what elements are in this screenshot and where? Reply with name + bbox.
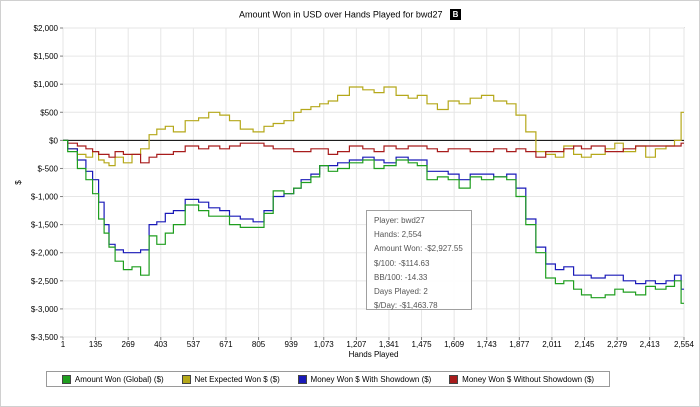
y-tick-label: $-1,000 [31, 193, 59, 202]
x-tick-label: 537 [187, 340, 201, 349]
legend-swatch [61, 374, 71, 384]
x-tick-label: 1,207 [346, 340, 367, 349]
legend-label: Net Expected Won $ ($) [194, 374, 280, 384]
y-tick-label: $0 [49, 136, 58, 145]
y-tick-label: $-3,500 [31, 333, 59, 342]
x-axis-label: Hands Played [349, 350, 399, 359]
y-tick-label: $-2,500 [31, 277, 59, 286]
x-tick-label: 2,011 [542, 340, 562, 349]
stat-player: Player: bwd27 [374, 216, 425, 225]
x-tick-label: 805 [252, 340, 266, 349]
chart-title-text: Amount Won in USD over Hands Played for … [239, 9, 443, 20]
legend-item-amount-won[interactable]: Amount Won (Global) ($) [61, 374, 164, 384]
x-tick-label: 1 [61, 340, 66, 349]
legend-item-without-showdown[interactable]: Money Won $ Without Showdown ($) [449, 374, 595, 384]
y-tick-label: $-3,000 [31, 305, 59, 314]
stat-per-day: $/Day: -$1,463.78 [374, 301, 438, 311]
series-line-2 [63, 139, 684, 290]
series-line-1 [63, 86, 684, 167]
stat-per-100: $/100: -$114.63 [374, 258, 430, 268]
x-tick-label: 1,877 [509, 340, 530, 349]
series-line-3 [63, 139, 684, 164]
x-tick-label: 1,609 [444, 340, 465, 349]
legend-item-net-expected[interactable]: Net Expected Won $ ($) [181, 374, 280, 384]
x-tick-label: 1,743 [477, 340, 498, 349]
y-axis-label: $ [14, 180, 23, 185]
legend-label: Amount Won (Global) ($) [74, 374, 164, 384]
y-tick-label: $-500 [38, 164, 59, 173]
y-tick-label: $1,000 [34, 80, 59, 89]
player-stats-box: Player: bwd27 Hands: 2,554 Amount Won: -… [366, 210, 472, 310]
x-tick-label: 269 [122, 340, 136, 349]
y-tick-label: $-1,500 [31, 221, 59, 230]
x-tick-label: 1,341 [379, 340, 400, 349]
stat-bb-per-100: BB/100: -14.33 [374, 272, 428, 282]
y-tick-label: $500 [40, 108, 58, 117]
x-tick-label: 939 [284, 340, 298, 349]
legend-item-with-showdown[interactable]: Money Won $ With Showdown ($) [297, 374, 432, 384]
x-tick-label: 2,413 [640, 340, 661, 349]
stat-amount-won: Amount Won: -$2,927.55 [374, 244, 463, 254]
x-tick-label: 671 [219, 340, 233, 349]
legend-label: Money Won $ Without Showdown ($) [462, 374, 595, 384]
x-tick-label: 2,554 [674, 340, 695, 349]
x-tick-label: 1,475 [412, 340, 433, 349]
stat-days-played: Days Played: 2 [374, 287, 428, 297]
x-tick-label: 2,279 [607, 340, 628, 349]
legend-swatch [449, 374, 459, 384]
x-tick-label: 1,073 [314, 340, 335, 349]
series-line-0 [63, 139, 684, 304]
legend-label: Money Won $ With Showdown ($) [310, 374, 432, 384]
y-tick-label: $1,500 [34, 52, 59, 61]
chart-title: Amount Won in USD over Hands Played for … [0, 8, 700, 21]
legend-swatch [181, 374, 191, 384]
x-tick-label: 2,145 [574, 340, 595, 349]
legend-swatch [297, 374, 307, 384]
stat-hands: Hands: 2,554 [374, 230, 422, 240]
y-tick-label: $2,000 [34, 24, 59, 33]
x-tick-label: 403 [154, 340, 168, 349]
y-tick-label: $-2,000 [31, 249, 59, 258]
badge-b-icon[interactable]: B [449, 9, 461, 21]
x-tick-label: 135 [89, 340, 103, 349]
chart-legend: Amount Won (Global) ($) Net Expected Won… [46, 371, 610, 387]
